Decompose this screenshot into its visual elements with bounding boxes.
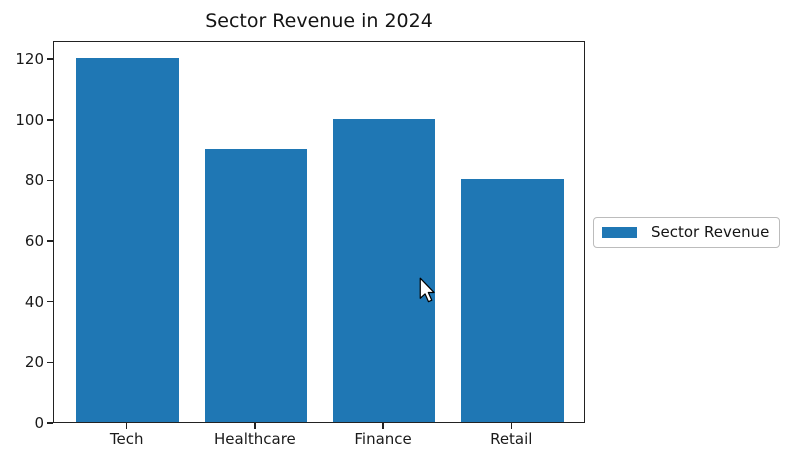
bar-retail [461,179,564,422]
y-tick-label: 40 [24,292,44,311]
x-tick-label: Finance [354,430,412,448]
bar-healthcare [204,149,308,422]
y-tick-mark [47,240,53,242]
x-tick-label: Retail [490,430,533,448]
y-tick-label: 120 [15,50,44,69]
x-tick-mark [382,423,384,429]
y-tick-label: 80 [24,171,44,190]
y-tick-mark [47,361,53,364]
y-tick-mark [47,119,53,121]
x-tick-label: Healthcare [214,430,296,448]
y-tick-mark [47,179,53,182]
bar-tech [76,58,179,422]
y-tick-label: 100 [15,110,44,129]
y-tick-label: 20 [24,353,44,372]
plot-area [53,41,585,423]
y-tick-mark [47,58,53,60]
x-tick-label: Tech [109,430,144,448]
bar-finance [332,118,436,422]
y-tick-label: 0 [34,414,44,432]
y-tick-label: 60 [24,232,44,251]
x-tick-mark [510,423,513,429]
legend-label: Sector Revenue [651,223,770,241]
chart-title: Sector Revenue in 2024 [205,10,433,32]
legend-swatch [602,227,637,238]
y-tick-mark [47,300,53,303]
x-tick-mark [254,423,256,429]
legend: Sector Revenue [593,217,781,248]
y-tick-mark [47,422,53,424]
x-tick-mark [125,423,128,429]
